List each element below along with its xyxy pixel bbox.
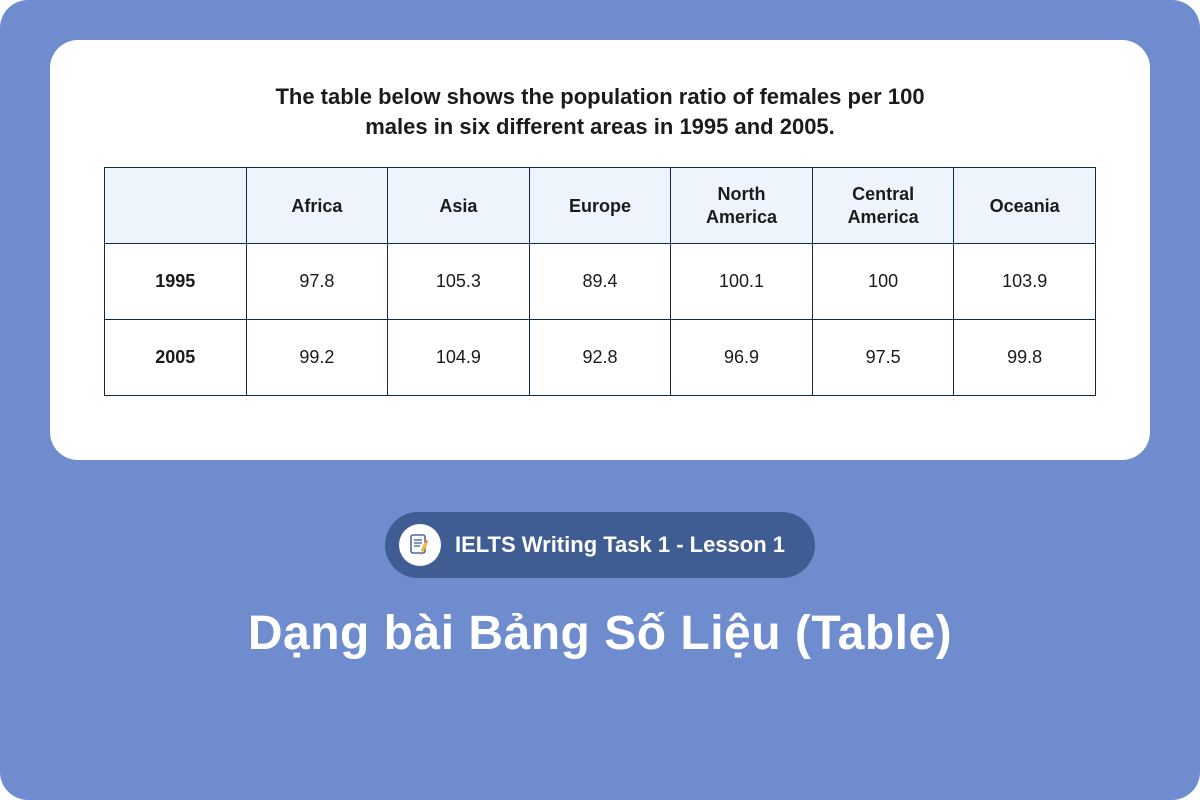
table-header-africa: Africa [246, 168, 388, 244]
document-pencil-icon [399, 524, 441, 566]
table-header-blank [105, 168, 247, 244]
population-table: Africa Asia Europe NorthAmerica CentralA… [104, 167, 1096, 396]
table-row: 1995 97.8 105.3 89.4 100.1 100 103.9 [105, 244, 1096, 320]
cell: 100.1 [671, 244, 813, 320]
content-card: The table below shows the population rat… [50, 40, 1150, 460]
row-label-1995: 1995 [105, 244, 247, 320]
cell: 97.8 [246, 244, 388, 320]
row-label-2005: 2005 [105, 320, 247, 396]
cell: 92.8 [529, 320, 671, 396]
table-header-asia: Asia [388, 168, 530, 244]
cell: 96.9 [671, 320, 813, 396]
cell: 89.4 [529, 244, 671, 320]
table-row: 2005 99.2 104.9 92.8 96.9 97.5 99.8 [105, 320, 1096, 396]
cell: 104.9 [388, 320, 530, 396]
table-header-oceania: Oceania [954, 168, 1096, 244]
lesson-badge: IELTS Writing Task 1 - Lesson 1 [385, 512, 815, 578]
cell: 97.5 [812, 320, 954, 396]
table-header-north-america: NorthAmerica [671, 168, 813, 244]
table-title-line1: The table below shows the population rat… [275, 84, 924, 109]
table-header-europe: Europe [529, 168, 671, 244]
cell: 99.2 [246, 320, 388, 396]
table-title-line2: males in six different areas in 1995 and… [365, 114, 835, 139]
slide-headline: Dạng bài Bảng Số Liệu (Table) [248, 606, 952, 661]
cell: 103.9 [954, 244, 1096, 320]
cell: 100 [812, 244, 954, 320]
table-header-central-america: CentralAmerica [812, 168, 954, 244]
badge-label: IELTS Writing Task 1 - Lesson 1 [455, 532, 785, 558]
table-header-row: Africa Asia Europe NorthAmerica CentralA… [105, 168, 1096, 244]
table-title: The table below shows the population rat… [210, 82, 990, 141]
cell: 99.8 [954, 320, 1096, 396]
cell: 105.3 [388, 244, 530, 320]
slide-frame: The table below shows the population rat… [0, 0, 1200, 800]
